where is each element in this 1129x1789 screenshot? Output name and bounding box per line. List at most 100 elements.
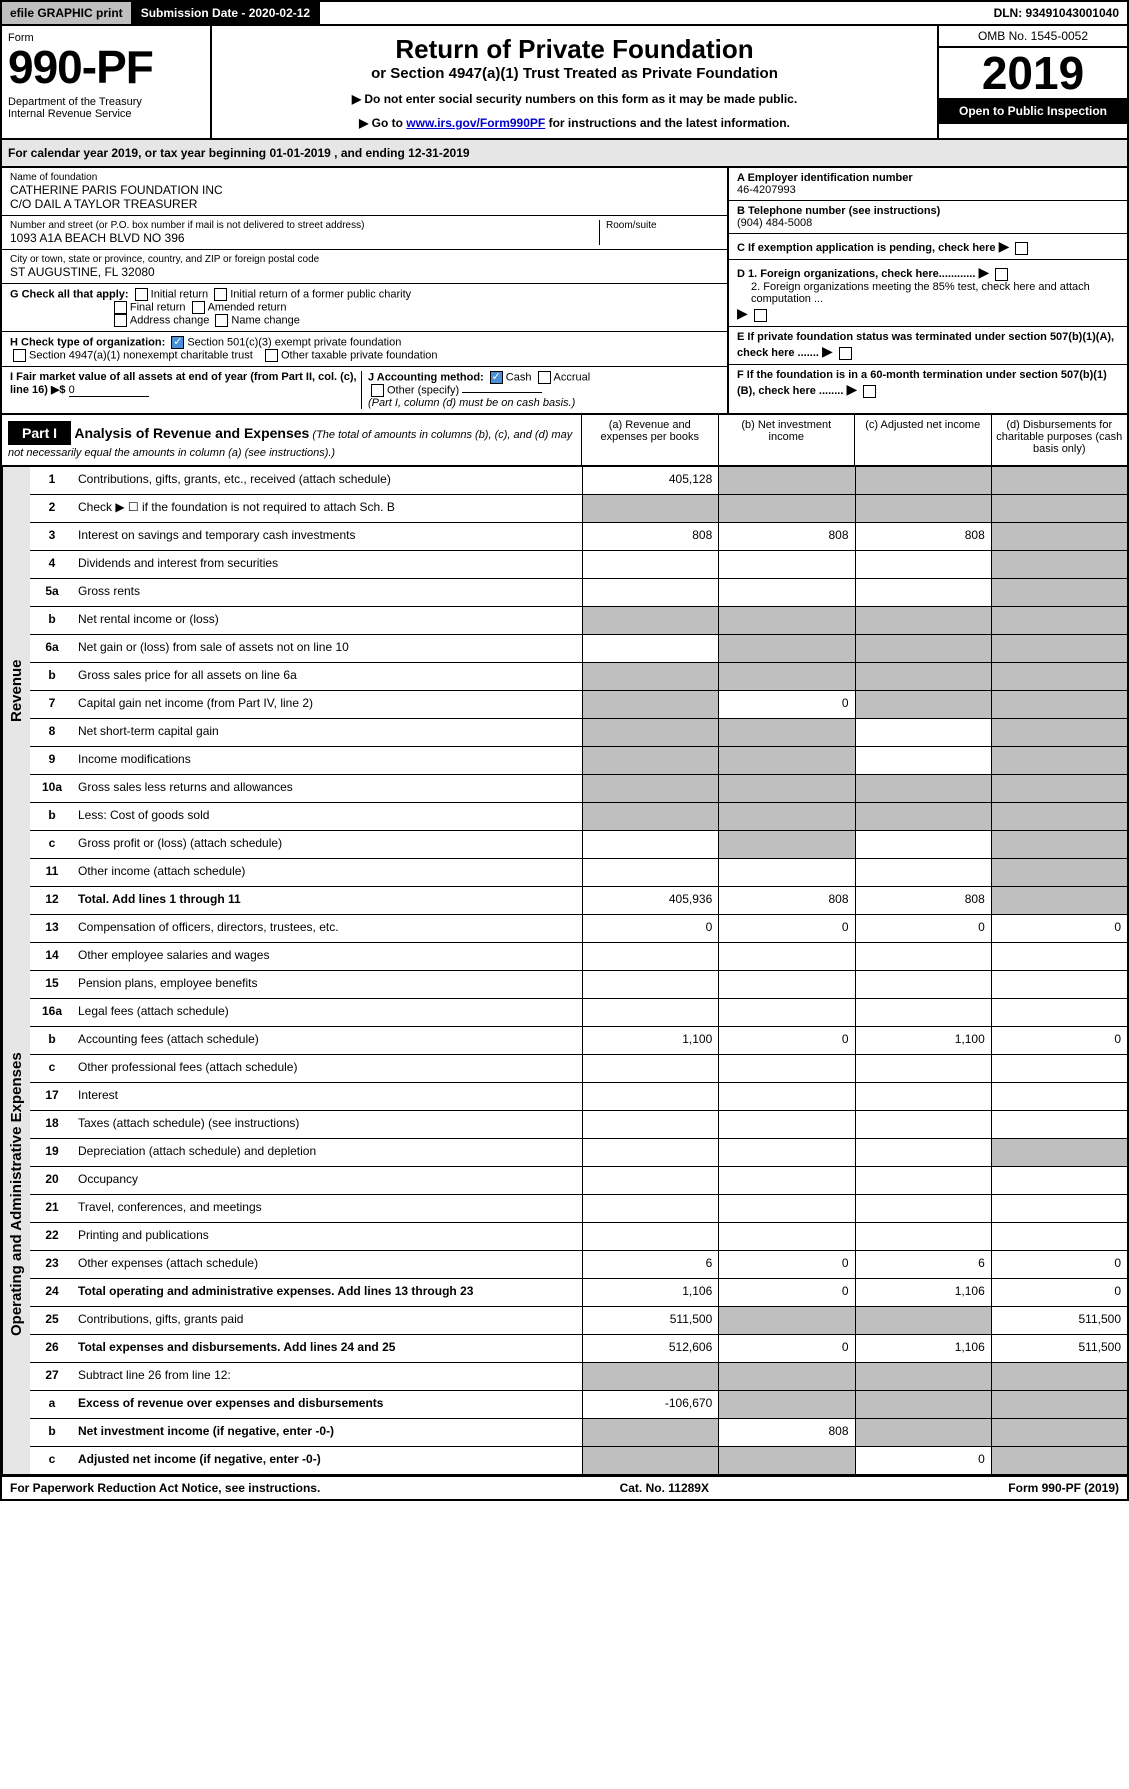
part1-body: Revenue Operating and Administrative Exp… xyxy=(2,467,1127,1475)
cell-a: 808 xyxy=(582,523,718,550)
cell-a: 1,100 xyxy=(582,1027,718,1054)
address-change-checkbox[interactable] xyxy=(114,314,127,327)
line-desc: Other employee salaries and wages xyxy=(74,943,582,970)
opt-initial: Initial return xyxy=(151,288,208,300)
opt-initial-public: Initial return of a former public charit… xyxy=(230,288,411,300)
cell-c xyxy=(855,1419,991,1446)
cell-b xyxy=(718,1111,854,1138)
line-num: 20 xyxy=(30,1167,74,1194)
line-num: 8 xyxy=(30,719,74,746)
table-row: cAdjusted net income (if negative, enter… xyxy=(30,1447,1127,1475)
cell-b xyxy=(718,607,854,634)
cell-c xyxy=(855,551,991,578)
cell-dd: 0 xyxy=(991,1279,1127,1306)
line-num: 17 xyxy=(30,1083,74,1110)
other-taxable-checkbox[interactable] xyxy=(265,349,278,362)
d1-checkbox[interactable] xyxy=(995,268,1008,281)
table-row: 14Other employee salaries and wages xyxy=(30,943,1127,971)
line-desc: Gross sales price for all assets on line… xyxy=(74,663,582,690)
line-desc: Capital gain net income (from Part IV, l… xyxy=(74,691,582,718)
efile-label[interactable]: efile GRAPHIC print xyxy=(2,2,133,24)
info-left: Name of foundation CATHERINE PARIS FOUND… xyxy=(2,168,727,413)
cell-a: 1,106 xyxy=(582,1279,718,1306)
header-center: Return of Private Foundation or Section … xyxy=(212,26,937,138)
opt-amended: Amended return xyxy=(208,301,287,313)
cash-checkbox[interactable] xyxy=(490,371,503,384)
table-row: bNet rental income or (loss) xyxy=(30,607,1127,635)
table-row: 3Interest on savings and temporary cash … xyxy=(30,523,1127,551)
line-num: 11 xyxy=(30,859,74,886)
cell-c xyxy=(855,1363,991,1390)
opt-accrual: Accrual xyxy=(554,371,591,383)
opt-final: Final return xyxy=(130,301,186,313)
table-row: cOther professional fees (attach schedul… xyxy=(30,1055,1127,1083)
room-label: Room/suite xyxy=(606,220,719,231)
footer-left: For Paperwork Reduction Act Notice, see … xyxy=(10,1481,320,1495)
name-change-checkbox[interactable] xyxy=(215,314,228,327)
cell-c xyxy=(855,635,991,662)
line-num: a xyxy=(30,1391,74,1418)
table-row: 1Contributions, gifts, grants, etc., rec… xyxy=(30,467,1127,495)
c-checkbox[interactable] xyxy=(1015,242,1028,255)
f-checkbox[interactable] xyxy=(863,385,876,398)
cell-c xyxy=(855,1139,991,1166)
table-row: 2Check ▶ ☐ if the foundation is not requ… xyxy=(30,495,1127,523)
cell-b: 0 xyxy=(718,691,854,718)
other-method-checkbox[interactable] xyxy=(371,384,384,397)
cell-dd xyxy=(991,495,1127,522)
cell-b: 0 xyxy=(718,1279,854,1306)
line-desc: Taxes (attach schedule) (see instruction… xyxy=(74,1111,582,1138)
line-num: 22 xyxy=(30,1223,74,1250)
cell-dd xyxy=(991,747,1127,774)
d2-checkbox[interactable] xyxy=(754,309,767,322)
cell-dd xyxy=(991,831,1127,858)
table-row: 13Compensation of officers, directors, t… xyxy=(30,915,1127,943)
h-check-row: H Check type of organization: Section 50… xyxy=(2,332,727,367)
line-desc: Total expenses and disbursements. Add li… xyxy=(74,1335,582,1362)
line-desc: Interest xyxy=(74,1083,582,1110)
cell-c xyxy=(855,467,991,494)
opt-4947: Section 4947(a)(1) nonexempt charitable … xyxy=(29,349,253,361)
cell-c: 1,106 xyxy=(855,1335,991,1362)
line-desc: Net rental income or (loss) xyxy=(74,607,582,634)
addr-label: Number and street (or P.O. box number if… xyxy=(10,220,599,231)
line-num: b xyxy=(30,803,74,830)
cell-c xyxy=(855,719,991,746)
line-num: 7 xyxy=(30,691,74,718)
info-block: Name of foundation CATHERINE PARIS FOUND… xyxy=(0,168,1129,415)
ein-label: A Employer identification number xyxy=(737,172,1119,184)
line-num: 16a xyxy=(30,999,74,1026)
cell-b: 0 xyxy=(718,1251,854,1278)
cell-dd xyxy=(991,663,1127,690)
cell-a xyxy=(582,1363,718,1390)
top-bar: efile GRAPHIC print Submission Date - 20… xyxy=(0,0,1129,26)
4947-checkbox[interactable] xyxy=(13,349,26,362)
table-row: 11Other income (attach schedule) xyxy=(30,859,1127,887)
amended-return-checkbox[interactable] xyxy=(192,301,205,314)
table-row: 6aNet gain or (loss) from sale of assets… xyxy=(30,635,1127,663)
c-label: C If exemption application is pending, c… xyxy=(737,242,996,254)
501c3-checkbox[interactable] xyxy=(171,336,184,349)
fmv-value: 0 xyxy=(69,384,149,397)
initial-public-checkbox[interactable] xyxy=(214,288,227,301)
j-label: J Accounting method: xyxy=(368,371,484,383)
initial-return-checkbox[interactable] xyxy=(135,288,148,301)
line-desc: Excess of revenue over expenses and disb… xyxy=(74,1391,582,1418)
cell-dd xyxy=(991,607,1127,634)
line-num: 24 xyxy=(30,1279,74,1306)
line-desc: Interest on savings and temporary cash i… xyxy=(74,523,582,550)
e-checkbox[interactable] xyxy=(839,347,852,360)
irs-link[interactable]: www.irs.gov/Form990PF xyxy=(406,116,545,130)
table-row: 18Taxes (attach schedule) (see instructi… xyxy=(30,1111,1127,1139)
opt-cash: Cash xyxy=(506,371,532,383)
city-state-zip: ST AUGUSTINE, FL 32080 xyxy=(10,265,719,279)
line-num: 3 xyxy=(30,523,74,550)
dept-label: Department of the Treasury Internal Reve… xyxy=(8,96,204,120)
cell-c xyxy=(855,943,991,970)
accrual-checkbox[interactable] xyxy=(538,371,551,384)
cell-a xyxy=(582,635,718,662)
line-num: 27 xyxy=(30,1363,74,1390)
table-row: 21Travel, conferences, and meetings xyxy=(30,1195,1127,1223)
final-return-checkbox[interactable] xyxy=(114,301,127,314)
cell-a xyxy=(582,495,718,522)
